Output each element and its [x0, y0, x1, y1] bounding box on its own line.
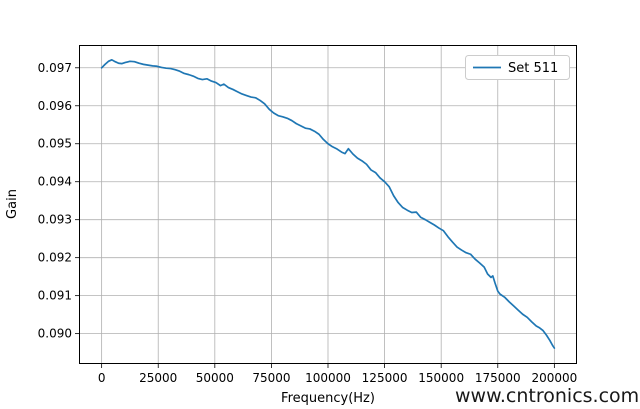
x-tick-label: 150000 [418, 371, 464, 385]
x-tick-label: 175000 [475, 371, 521, 385]
x-tick-label: 50000 [196, 371, 234, 385]
y-tick-label: 0.093 [38, 213, 72, 227]
plot-border [79, 45, 577, 364]
legend[interactable]: Set 511 [465, 55, 570, 80]
y-tick-label: 0.096 [38, 99, 72, 113]
x-tick-label: 100000 [305, 371, 351, 385]
legend-box [465, 55, 570, 80]
y-tick-label: 0.091 [38, 289, 72, 303]
gridlines [79, 45, 577, 364]
series-set-511-line [100, 58, 556, 349]
x-tick-label: 200000 [531, 371, 577, 385]
x-tick-label: 25000 [139, 371, 177, 385]
y-tick-label: 0.092 [38, 251, 72, 265]
y-tick-label: 0.097 [38, 61, 72, 75]
legend-label: Set 511 [508, 61, 558, 76]
watermark: www.cntronics.com [455, 385, 639, 407]
x-tick-label: 125000 [362, 371, 408, 385]
y-axis-label: Gain [5, 189, 20, 219]
y-tick-label: 0.095 [38, 137, 72, 151]
x-axis-label: Frequency(Hz) [281, 391, 375, 406]
x-tick-label: 0 [98, 371, 106, 385]
y-tick-label: 0.090 [38, 327, 72, 341]
y-tick-label: 0.094 [38, 175, 72, 189]
axis-ticks: 0 25000 50000 75000 100000 125000 150000 175000… [38, 61, 578, 385]
x-tick-label: 75000 [252, 371, 290, 385]
